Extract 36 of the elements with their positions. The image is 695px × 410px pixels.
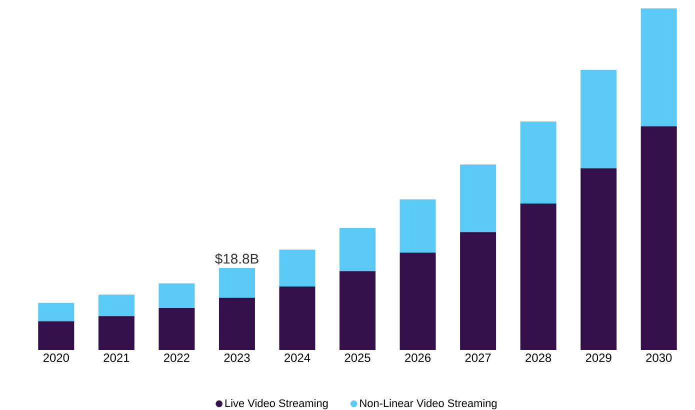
bar xyxy=(340,271,376,350)
x-tick-label: 2024 xyxy=(284,354,310,362)
bar xyxy=(98,294,134,316)
bar xyxy=(580,168,617,350)
bar xyxy=(279,286,316,350)
bar xyxy=(460,164,496,232)
legend-label: Non-Linear Video Streaming xyxy=(360,399,497,410)
bar xyxy=(640,126,677,350)
x-tick-label: 2022 xyxy=(164,354,190,362)
bar xyxy=(460,232,496,350)
bar xyxy=(98,316,134,350)
bar xyxy=(580,70,617,168)
bar xyxy=(400,252,436,350)
bar xyxy=(340,228,376,272)
x-tick-label: 2029 xyxy=(586,354,612,362)
x-tick-label: 2023 xyxy=(224,354,250,362)
bar xyxy=(279,250,316,286)
x-tick-label: 2025 xyxy=(344,354,370,362)
bar xyxy=(38,302,74,322)
x-tick-label: 2028 xyxy=(526,354,552,362)
bar xyxy=(158,308,195,350)
bar xyxy=(520,121,556,204)
legend-label: Live Video Streaming xyxy=(225,399,328,410)
x-tick-label: 2021 xyxy=(104,354,130,362)
x-tick-label: 2026 xyxy=(405,354,431,362)
x-tick-label: 2020 xyxy=(43,354,69,362)
x-tick-label: 2030 xyxy=(646,354,672,362)
bar xyxy=(38,321,74,350)
annotation: $18.8B xyxy=(215,253,258,264)
bar xyxy=(218,298,255,350)
x-tick-label: 2027 xyxy=(465,354,491,362)
bar xyxy=(520,203,556,350)
bar xyxy=(158,283,195,308)
bar xyxy=(218,268,255,298)
bar xyxy=(640,8,677,126)
bar xyxy=(400,199,436,253)
